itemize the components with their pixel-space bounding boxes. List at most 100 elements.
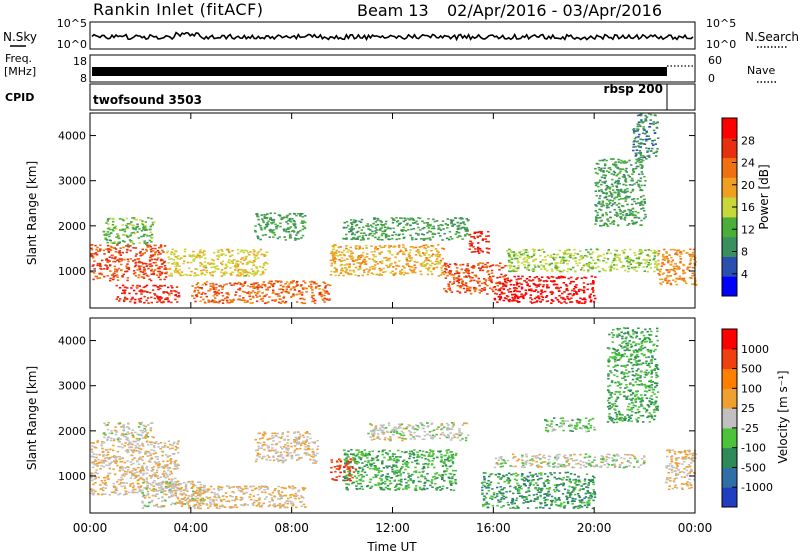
echo-cell: [457, 275, 461, 277]
echo-cell: [513, 293, 516, 296]
echo-cell: [519, 256, 522, 258]
echo-cell: [126, 277, 129, 279]
echo-cell: [127, 266, 131, 269]
echo-cell: [140, 291, 143, 293]
echo-cell: [199, 499, 202, 501]
echo-cell: [515, 287, 519, 290]
echo-cell: [125, 245, 128, 247]
echo-cell: [615, 268, 619, 271]
echo-cell: [264, 491, 267, 494]
echo-cell: [252, 485, 255, 488]
echo-cell: [123, 291, 126, 294]
echo-cell: [94, 471, 97, 474]
echo-cell: [479, 267, 482, 270]
echo-cell: [395, 238, 398, 241]
echo-cell: [196, 268, 199, 271]
echo-cell: [151, 441, 155, 444]
echo-cell: [594, 276, 597, 278]
echo-cell: [649, 119, 652, 121]
echo-cell: [544, 279, 548, 282]
echo-cell: [174, 494, 177, 497]
echo-cell: [478, 289, 481, 291]
echo-cell: [280, 291, 283, 294]
echo-cell: [654, 122, 657, 125]
echo-cell: [220, 286, 224, 288]
echo-cell: [466, 229, 469, 232]
echo-cell: [517, 261, 520, 264]
echo-cell: [170, 492, 174, 494]
echo-cell: [259, 248, 262, 251]
echo-cell: [256, 213, 259, 215]
echo-cell: [133, 218, 136, 221]
echo-cell: [143, 240, 146, 242]
echo-cell: [594, 223, 597, 225]
echo-cell: [424, 247, 427, 250]
echo-cell: [546, 276, 549, 278]
echo-cell: [639, 202, 642, 204]
echo-cell: [223, 506, 227, 508]
echo-cell: [612, 259, 615, 262]
echo-cell: [600, 225, 603, 227]
echo-cell: [177, 497, 180, 500]
echo-cell: [140, 254, 143, 256]
echo-cell: [270, 284, 273, 286]
echo-cell: [601, 181, 604, 183]
echo-cell: [541, 276, 544, 278]
echo-cell: [365, 244, 368, 247]
echo-cell: [200, 293, 203, 295]
echo-cell: [284, 302, 287, 304]
echo-cell: [613, 198, 616, 200]
echo-cell: [241, 257, 244, 259]
echo-cell: [562, 259, 565, 262]
echo-cell: [357, 262, 361, 264]
echo-cell: [205, 281, 209, 283]
echo-cell: [645, 131, 648, 134]
echo-cell: [286, 500, 290, 502]
echo-cell: [674, 272, 678, 275]
echo-cell: [221, 250, 224, 252]
echo-cell: [253, 286, 256, 288]
echo-cell: [283, 502, 287, 504]
freq-tick-top: 18: [73, 55, 87, 68]
echo-cell: [609, 222, 612, 225]
echo-cell: [417, 234, 420, 236]
echo-cell: [148, 454, 151, 457]
echo-cell: [273, 212, 277, 215]
echo-cell: [590, 262, 593, 265]
echo-cell: [589, 248, 593, 251]
echo-cell: [289, 502, 293, 505]
echo-cell: [520, 283, 523, 285]
echo-cell: [174, 271, 178, 274]
echo-cell: [368, 258, 371, 260]
echo-cell: [161, 473, 165, 475]
echo-cell: [459, 227, 462, 230]
echo-cell: [628, 195, 631, 198]
echo-cell: [345, 238, 348, 240]
echo-cell: [334, 258, 338, 260]
echo-cell: [391, 237, 394, 240]
echo-cell: [456, 290, 459, 293]
echo-cell: [533, 264, 536, 266]
echo-cell: [191, 255, 194, 258]
echo-cell: [394, 268, 398, 270]
echo-cell: [646, 155, 649, 157]
echo-cell: [620, 215, 623, 218]
echo-cell: [137, 261, 141, 264]
echo-cell: [256, 288, 260, 290]
echo-cell: [645, 259, 649, 261]
echo-cell: [599, 179, 602, 182]
echo-cell: [470, 266, 474, 268]
echo-cell: [123, 292, 126, 295]
echo-cell: [288, 486, 292, 489]
echo-cell: [634, 162, 638, 164]
echo-cell: [131, 458, 134, 461]
echo-cell: [551, 270, 554, 272]
echo-cell: [133, 472, 137, 474]
echo-cell: [269, 216, 272, 219]
echo-cell: [564, 250, 567, 252]
echo-cell: [201, 492, 205, 495]
echo-cell: [220, 248, 223, 251]
echo-cell: [618, 260, 621, 262]
echo-cell: [288, 500, 291, 503]
echo-cell: [623, 189, 627, 191]
